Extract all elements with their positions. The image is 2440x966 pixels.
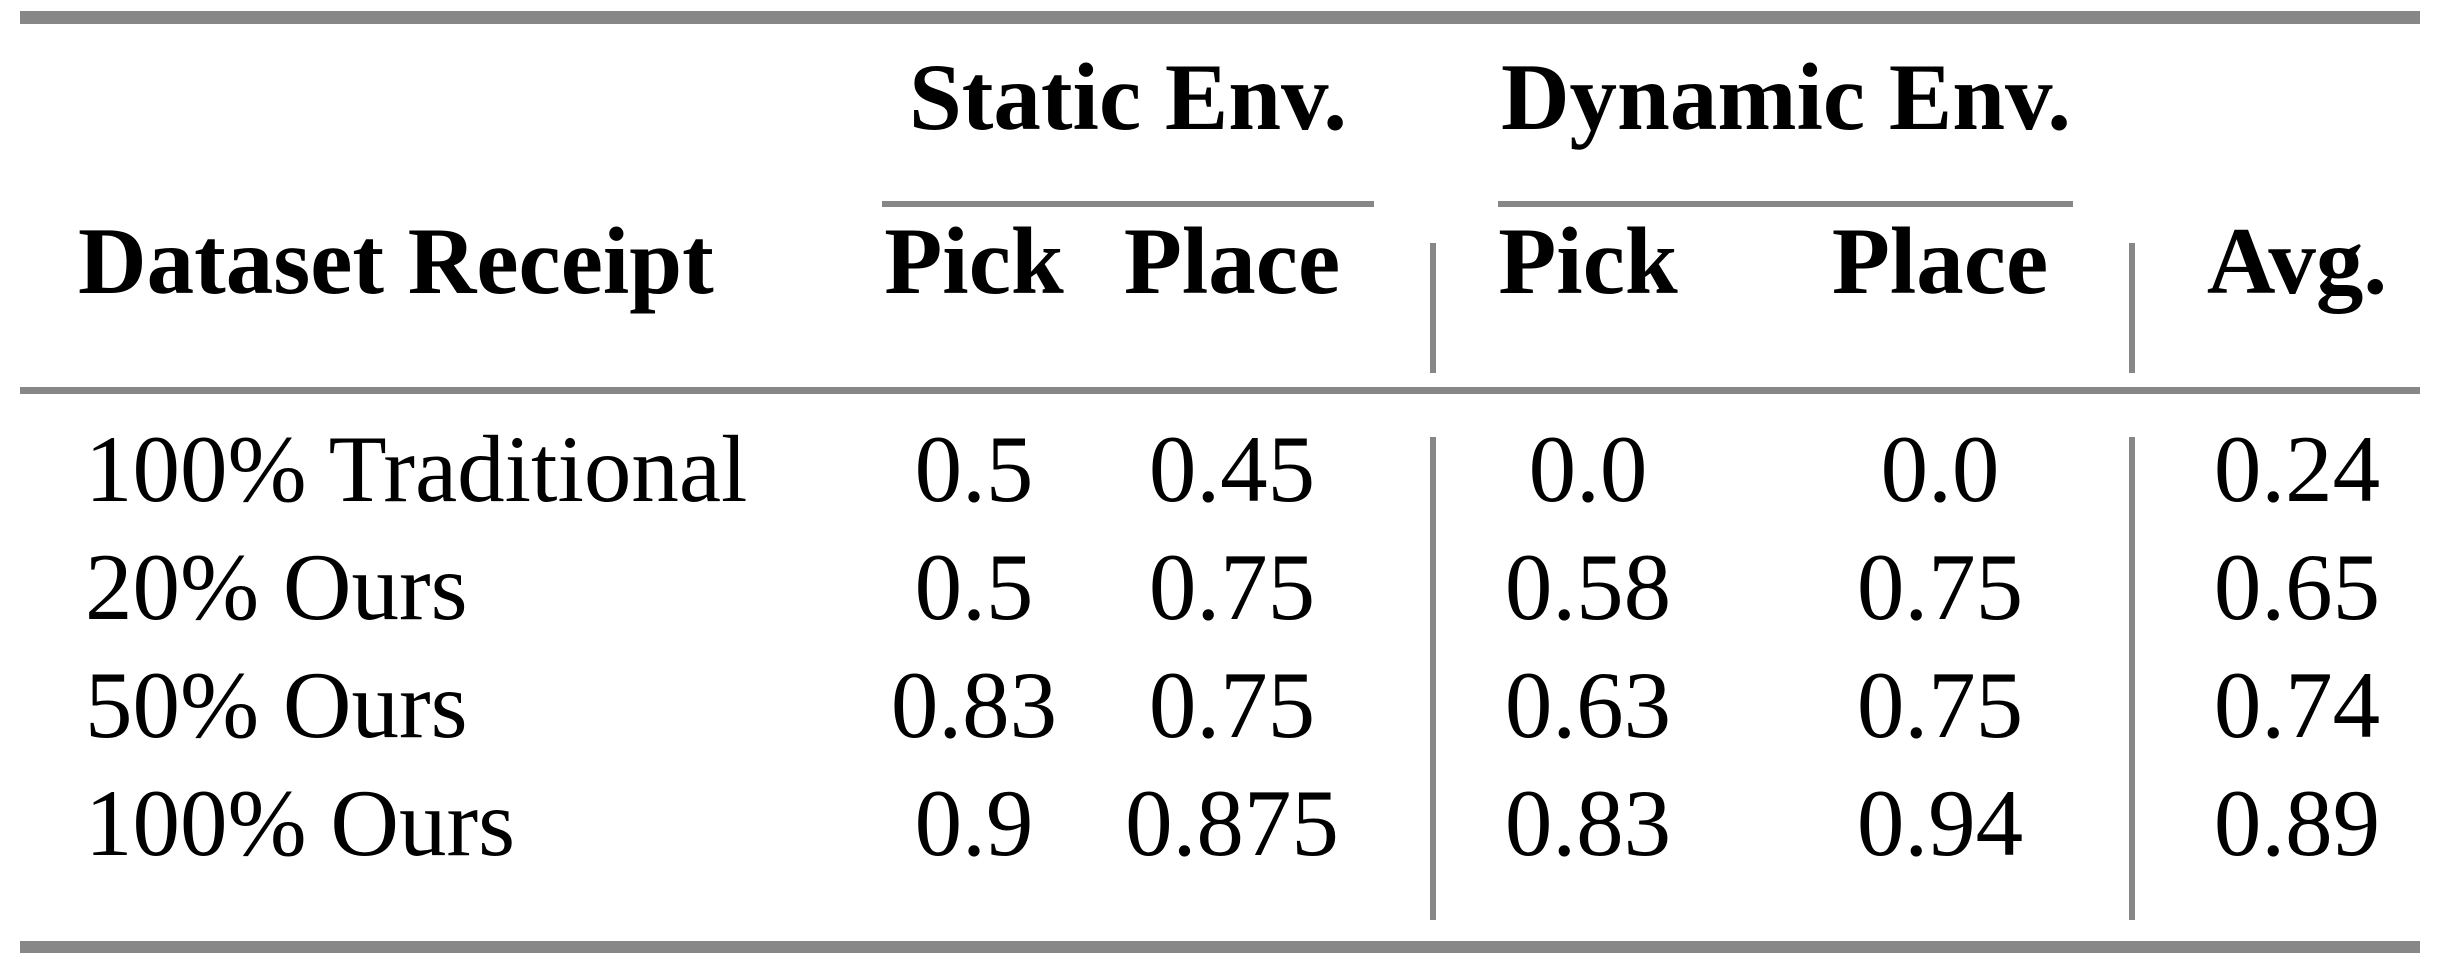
cell-static-pick: 0.5 (914, 534, 1034, 640)
column-group-static-env: Static Env. (908, 44, 1348, 150)
header-static-pick: Pick (884, 208, 1064, 314)
cell-static-place: 0.75 (1148, 652, 1316, 758)
cell-avg: 0.65 (2213, 534, 2381, 640)
cell-dynamic-pick: 0.58 (1504, 534, 1672, 640)
header-dynamic-place: Place (1831, 208, 2049, 314)
vertical-separator-1-body (1430, 437, 1436, 920)
vertical-separator-1-header (1430, 243, 1436, 373)
row-label: 100% Ours (85, 770, 516, 876)
cell-static-place: 0.875 (1125, 770, 1339, 876)
vertical-separator-2-body (2129, 437, 2135, 920)
cell-avg: 0.74 (2213, 652, 2381, 758)
cell-dynamic-place: 0.75 (1856, 652, 2024, 758)
cell-dynamic-place: 0.75 (1856, 534, 2024, 640)
cell-avg: 0.89 (2213, 770, 2381, 876)
header-static-place: Place (1123, 208, 1341, 314)
row-label: 50% Ours (85, 652, 468, 758)
table-mid-rule (20, 387, 2420, 394)
header-dataset-receipt: Dataset Receipt (78, 208, 714, 314)
table-top-rule (20, 11, 2420, 24)
row-label: 100% Traditional (85, 416, 748, 522)
dynamic-env-cmidrule (1498, 201, 2073, 207)
table-bottom-rule (20, 941, 2420, 953)
header-dynamic-pick: Pick (1498, 208, 1678, 314)
header-avg: Avg. (2206, 208, 2388, 314)
cell-avg: 0.24 (2213, 416, 2381, 522)
column-group-dynamic-env: Dynamic Env. (1500, 44, 2072, 150)
cell-static-pick: 0.83 (890, 652, 1058, 758)
cell-static-pick: 0.5 (914, 416, 1034, 522)
static-env-cmidrule (882, 201, 1374, 207)
cell-dynamic-pick: 0.83 (1504, 770, 1672, 876)
cell-dynamic-pick: 0.0 (1528, 416, 1648, 522)
cell-dynamic-place: 0.0 (1880, 416, 2000, 522)
cell-static-place: 0.45 (1148, 416, 1316, 522)
cell-static-pick: 0.9 (914, 770, 1034, 876)
row-label: 20% Ours (85, 534, 468, 640)
cell-dynamic-pick: 0.63 (1504, 652, 1672, 758)
cell-static-place: 0.75 (1148, 534, 1316, 640)
vertical-separator-2-header (2129, 243, 2135, 373)
cell-dynamic-place: 0.94 (1856, 770, 2024, 876)
